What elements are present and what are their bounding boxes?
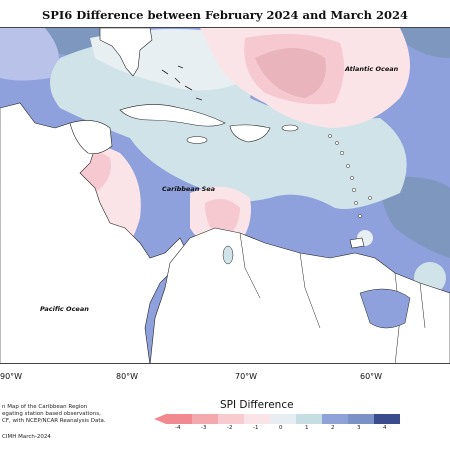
legend-swatch bbox=[322, 414, 348, 424]
spi-difference-map: Atlantic Ocean Caribbean Sea Pacific Oce… bbox=[0, 28, 450, 363]
legend-tick-label: 2 bbox=[331, 425, 335, 431]
contour-deeppink-north bbox=[255, 48, 326, 98]
legend-tick-label: -4 bbox=[175, 425, 181, 431]
legend-tick-label: 4 bbox=[383, 425, 387, 431]
contour-lightblue-band bbox=[50, 35, 407, 209]
lon-label-70w: 70°W bbox=[235, 372, 258, 381]
contour-slate-east bbox=[380, 176, 450, 258]
country-borders-south-america bbox=[239, 232, 426, 363]
label-pacific-ocean: Pacific Ocean bbox=[40, 305, 89, 313]
contour-midblue-nw bbox=[0, 28, 59, 81]
legend-tick-label: -2 bbox=[227, 425, 233, 431]
lon-label-60w: 60°W bbox=[360, 372, 383, 381]
lake-maracaibo bbox=[222, 245, 234, 265]
lon-label-90w: 90°W bbox=[0, 372, 23, 381]
legend-swatch bbox=[192, 414, 218, 424]
legend-colorbar bbox=[154, 414, 400, 424]
land-hispaniola bbox=[229, 124, 271, 143]
label-caribbean-sea: Caribbean Sea bbox=[162, 185, 215, 193]
map-panel: Atlantic Ocean Caribbean Sea Pacific Oce… bbox=[0, 27, 450, 364]
lon-label-80w: 80°W bbox=[116, 372, 139, 381]
land-cuba bbox=[119, 104, 226, 127]
credit-line-2: egating station based observations, bbox=[2, 411, 101, 417]
legend-swatch bbox=[244, 414, 270, 424]
land-lesser-antilles bbox=[328, 134, 372, 218]
legend-swatch bbox=[374, 414, 400, 424]
land-trinidad bbox=[349, 237, 365, 249]
legend-swatch bbox=[270, 414, 296, 424]
credit-line-4: CIMH March-2024 bbox=[2, 434, 51, 440]
legend-swatch bbox=[166, 414, 192, 424]
land-puerto-rico bbox=[281, 124, 299, 132]
land-bahamas bbox=[161, 65, 203, 101]
label-atlantic-ocean: Atlantic Ocean bbox=[344, 65, 399, 73]
credit-line-1: n Map of the Caribbean Region bbox=[2, 404, 88, 410]
legend-swatch bbox=[296, 414, 322, 424]
legend-tick-label: -1 bbox=[253, 425, 259, 431]
legend-tick-label: -3 bbox=[201, 425, 207, 431]
map-title: SPI6 Difference between February 2024 an… bbox=[41, 8, 409, 22]
legend-arrow-left bbox=[154, 414, 166, 424]
contour-guianas-blue bbox=[359, 288, 411, 329]
land-yucatan bbox=[69, 120, 113, 154]
land-jamaica bbox=[186, 136, 208, 144]
legend-tick-label: 3 bbox=[357, 425, 361, 431]
credit-line-3: CF, with NCEP/NCAR Reanalysis Data. bbox=[2, 418, 106, 424]
legend-swatch bbox=[218, 414, 244, 424]
legend-tick-label: 0 bbox=[279, 425, 283, 431]
land-florida bbox=[99, 28, 153, 77]
legend-cells bbox=[154, 414, 400, 424]
legend-title: SPI Difference bbox=[220, 399, 294, 411]
legend-swatch bbox=[348, 414, 374, 424]
legend-tick-label: 1 bbox=[305, 425, 309, 431]
contour-slate-ne bbox=[395, 28, 450, 58]
